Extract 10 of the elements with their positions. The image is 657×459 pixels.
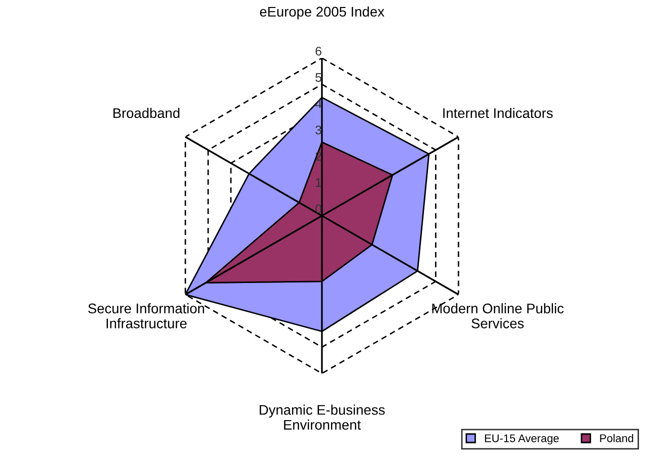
spoke-label: eEurope 2005 Index bbox=[260, 6, 384, 20]
y-tick-label: 5 bbox=[315, 73, 322, 82]
spoke-label: Dynamic E-business Environment bbox=[260, 404, 385, 430]
spoke-label: Internet Indicators bbox=[443, 108, 553, 118]
y-tick-label: 6 bbox=[316, 46, 322, 56]
legend-label: Poland bbox=[600, 434, 634, 442]
spoke-label: Modern Online Public Services bbox=[432, 303, 564, 328]
spoke-label: Secure Information Infrastructure bbox=[88, 303, 204, 328]
legend-label: EU-15 Average bbox=[485, 434, 559, 444]
spoke-label: Broadband bbox=[113, 108, 180, 118]
